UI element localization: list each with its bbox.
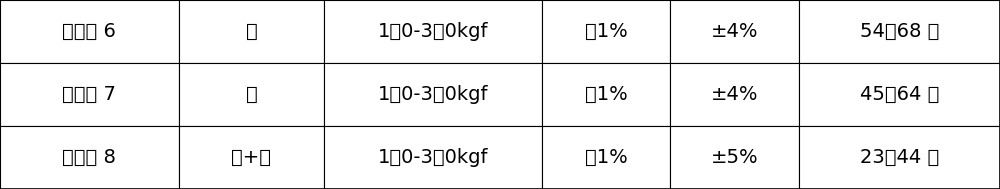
- Bar: [542, 0, 670, 63]
- Bar: [179, 126, 324, 189]
- Text: 1．0-3．0kgf: 1．0-3．0kgf: [378, 85, 488, 104]
- Bar: [324, 0, 542, 63]
- Bar: [0, 126, 179, 189]
- Text: 54～68 秒: 54～68 秒: [860, 22, 939, 41]
- Text: 实施例 6: 实施例 6: [62, 22, 116, 41]
- Text: 45～64 秒: 45～64 秒: [860, 85, 939, 104]
- Text: ＜1%: ＜1%: [585, 148, 628, 167]
- Text: ±4%: ±4%: [711, 85, 758, 104]
- Bar: [799, 126, 1000, 189]
- Text: ±4%: ±4%: [711, 22, 758, 41]
- Text: 实施例 8: 实施例 8: [62, 148, 116, 167]
- Text: ＜1%: ＜1%: [585, 85, 628, 104]
- Bar: [542, 126, 670, 189]
- Bar: [799, 0, 1000, 63]
- Bar: [0, 63, 179, 126]
- Text: 1．0-3．0kgf: 1．0-3．0kgf: [378, 148, 488, 167]
- Bar: [324, 63, 542, 126]
- Bar: [0, 0, 179, 63]
- Bar: [179, 0, 324, 63]
- Bar: [179, 63, 324, 126]
- Bar: [799, 63, 1000, 126]
- Bar: [324, 126, 542, 189]
- Text: 23～44 秒: 23～44 秒: [860, 148, 939, 167]
- Bar: [542, 63, 670, 126]
- Text: ±5%: ±5%: [711, 148, 758, 167]
- Text: 交+低: 交+低: [231, 148, 271, 167]
- Text: 低: 低: [246, 22, 257, 41]
- Bar: [670, 0, 799, 63]
- Bar: [670, 63, 799, 126]
- Text: 实施例 7: 实施例 7: [62, 85, 116, 104]
- Text: 交: 交: [246, 85, 257, 104]
- Bar: [670, 126, 799, 189]
- Text: ＜1%: ＜1%: [585, 22, 628, 41]
- Text: 1．0-3．0kgf: 1．0-3．0kgf: [378, 22, 488, 41]
